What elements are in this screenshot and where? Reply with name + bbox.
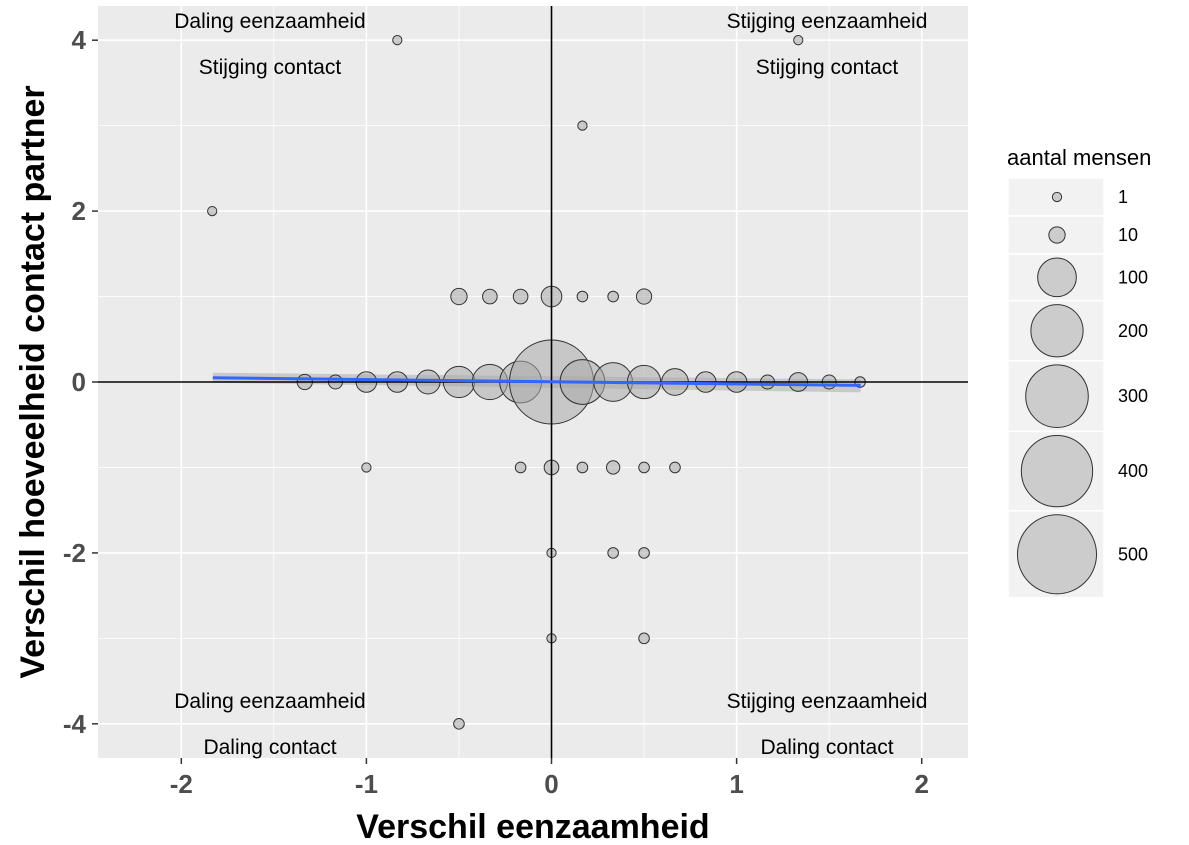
legend-key-circle [1020, 434, 1094, 508]
data-point [576, 290, 589, 303]
data-point [361, 462, 372, 473]
y-tick-label: 0 [72, 367, 86, 397]
data-point [482, 288, 498, 305]
y-axis-title: Verschil hoeveelheid contact partner [14, 85, 52, 678]
data-point [512, 288, 529, 305]
quadrant-label-bottom-right-1: Stijging eenzaamheid [727, 690, 928, 713]
quadrant-label-top-right-2: Stijging contact [756, 56, 899, 79]
data-point [607, 547, 619, 559]
data-point [207, 205, 218, 217]
legend-label: 500 [1118, 544, 1148, 564]
legend-label: 300 [1118, 386, 1148, 406]
data-point [793, 35, 804, 46]
legend-label: 1 [1118, 187, 1128, 207]
x-tick-label: 1 [729, 769, 743, 799]
x-tick-label: 0 [544, 769, 558, 799]
y-tick-label: 2 [72, 196, 86, 226]
legend-key-circle [1051, 191, 1063, 203]
legend-label: 400 [1118, 461, 1148, 481]
x-tick-label: 2 [914, 769, 928, 799]
trend-line-layer [212, 376, 861, 387]
legend-key-circle [1016, 514, 1098, 595]
data-point [635, 288, 653, 305]
y-tick-label: -2 [63, 538, 86, 568]
data-point [607, 290, 619, 303]
data-point [577, 120, 588, 131]
data-point [453, 718, 465, 730]
legend-title: aantal mensen [1007, 145, 1151, 170]
quadrant-label-top-left-2: Stijging contact [199, 56, 342, 79]
y-tick-label: 4 [72, 25, 87, 55]
data-point [392, 35, 403, 46]
legend-key-circle [1037, 257, 1077, 298]
quadrant-label-top-right-1: Stijging eenzaamheid [727, 10, 928, 33]
y-tick-label: -4 [63, 709, 87, 739]
size-legend: aantal mensen 1 10 100 200 300 400 500 [1007, 145, 1151, 599]
quadrant-labels: Daling eenzaamheid Stijging contact Stij… [174, 10, 927, 759]
quadrant-label-top-left-1: Daling eenzaamheid [174, 10, 365, 33]
quadrant-label-bottom-right-2: Daling contact [760, 736, 893, 759]
data-point [514, 461, 527, 474]
data-point [576, 461, 589, 474]
legend-key-circle [1048, 226, 1066, 244]
quadrant-label-bottom-left-1: Daling eenzaamheid [174, 690, 365, 713]
legend-label: 200 [1118, 321, 1148, 341]
data-point [669, 461, 681, 474]
data-point [638, 547, 650, 559]
axis-ticks: -2 -1 0 1 2 -4 -2 0 2 4 [63, 25, 929, 799]
legend-key-circle [1030, 304, 1084, 358]
data-point [605, 460, 621, 475]
quadrant-label-bottom-left-2: Daling contact [203, 736, 336, 759]
trend-line [212, 376, 861, 387]
x-tick-label: -1 [355, 769, 378, 799]
data-point [450, 287, 468, 306]
legend-label: 10 [1118, 225, 1138, 245]
legend-key-circle [1025, 364, 1089, 428]
data-point [638, 632, 650, 645]
x-axis-title: Verschil eenzaamheid [356, 808, 709, 845]
x-tick-label: -2 [170, 769, 193, 799]
data-point [638, 461, 650, 474]
legend-label: 100 [1118, 267, 1148, 287]
